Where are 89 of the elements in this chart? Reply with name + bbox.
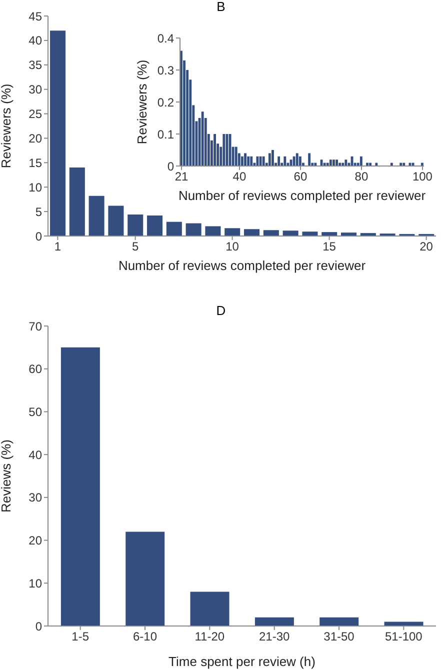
x-tick-label: 1-5 [72, 630, 90, 644]
bar [302, 232, 318, 236]
bar [254, 617, 294, 626]
bar [205, 226, 221, 236]
y-tick-label: 60 [28, 362, 42, 376]
x-tick-label: 60 [294, 170, 308, 184]
x-tick-label: 40 [232, 170, 246, 184]
bar [360, 156, 362, 166]
bar [308, 153, 311, 166]
bar [50, 30, 66, 236]
bar [88, 196, 104, 236]
x-tick-label: 5 [132, 240, 139, 254]
bar [292, 156, 296, 166]
bar [298, 156, 302, 166]
x-axis-title: Number of reviews completed per reviewer [178, 188, 426, 203]
y-tick-label: 15 [28, 156, 42, 170]
x-tick-label: 51-100 [384, 630, 423, 644]
bar [332, 160, 335, 166]
y-tick-label: 45 [28, 9, 42, 24]
y-tick-label: 10 [28, 576, 42, 590]
y-tick-label: 30 [28, 82, 42, 97]
y-tick-label: 0 [167, 159, 174, 174]
bar [244, 229, 260, 236]
chart-title: D [215, 303, 227, 318]
x-tick-label: 11-20 [194, 630, 225, 644]
x-axis-title: Number of reviews completed per reviewer [118, 258, 366, 273]
y-tick-label: 35 [28, 58, 42, 72]
bar [384, 622, 424, 626]
x-tick-label: 21 [174, 170, 189, 184]
y-tick-label: 40 [28, 34, 42, 48]
bar [320, 617, 359, 626]
x-tick-label: 15 [322, 240, 336, 254]
y-tick-label: 0 [35, 619, 42, 634]
bar [126, 532, 165, 626]
bar [166, 222, 182, 236]
bar [69, 168, 85, 236]
bar [214, 134, 216, 166]
bar [201, 112, 204, 166]
y-tick-label: 30 [28, 490, 42, 505]
x-tick-label: 10 [226, 240, 240, 254]
y-axis-title: Reviewers (%) [134, 60, 150, 144]
bar [250, 156, 253, 166]
bar [241, 156, 244, 166]
bar [284, 156, 286, 166]
y-tick-label: 40 [28, 448, 42, 462]
bar [329, 160, 332, 166]
bar [60, 347, 100, 626]
x-tick-label: 21-30 [258, 630, 290, 644]
chart-title: B [216, 0, 226, 14]
bar [272, 150, 274, 166]
bar [344, 160, 348, 166]
bar [244, 153, 246, 166]
x-tick-label: 31-50 [324, 630, 355, 644]
bar [263, 230, 279, 236]
bar [268, 153, 271, 166]
bar [234, 146, 238, 166]
y-tick-label: 0.4 [157, 31, 174, 46]
bar [262, 156, 265, 166]
y-tick-label: 0.3 [157, 63, 174, 78]
bar [108, 206, 124, 236]
bar [222, 134, 226, 166]
x-axis-title: Time spent per review (h) [168, 654, 316, 669]
y-tick-label: 25 [28, 107, 42, 122]
y-tick-label: 50 [28, 404, 42, 419]
x-tick-label: 20 [420, 240, 434, 254]
y-tick-label: 20 [28, 131, 42, 146]
bar [247, 156, 250, 166]
y-tick-label: 0.2 [157, 95, 174, 110]
y-axis-title: Reviews (%) [0, 440, 14, 512]
y-tick-label: 0.1 [157, 127, 174, 142]
bar [282, 230, 298, 236]
y-axis-title: Reviewers (%) [0, 84, 14, 168]
x-tick-label: 100 [412, 170, 433, 184]
x-tick-label: 1 [54, 240, 62, 254]
bar [128, 214, 144, 236]
x-tick-label: 80 [354, 170, 368, 184]
y-tick-label: 5 [35, 204, 42, 219]
bar [296, 153, 298, 166]
bar [147, 215, 163, 236]
y-tick-label: 0 [35, 229, 42, 244]
bar [336, 160, 338, 166]
bar [186, 223, 202, 236]
bar [278, 156, 280, 166]
y-tick-label: 20 [28, 534, 42, 548]
x-tick-label: 6-10 [132, 630, 158, 644]
bar [190, 592, 230, 626]
y-tick-label: 10 [28, 180, 42, 194]
y-tick-label: 70 [28, 319, 42, 334]
bar [224, 228, 240, 236]
